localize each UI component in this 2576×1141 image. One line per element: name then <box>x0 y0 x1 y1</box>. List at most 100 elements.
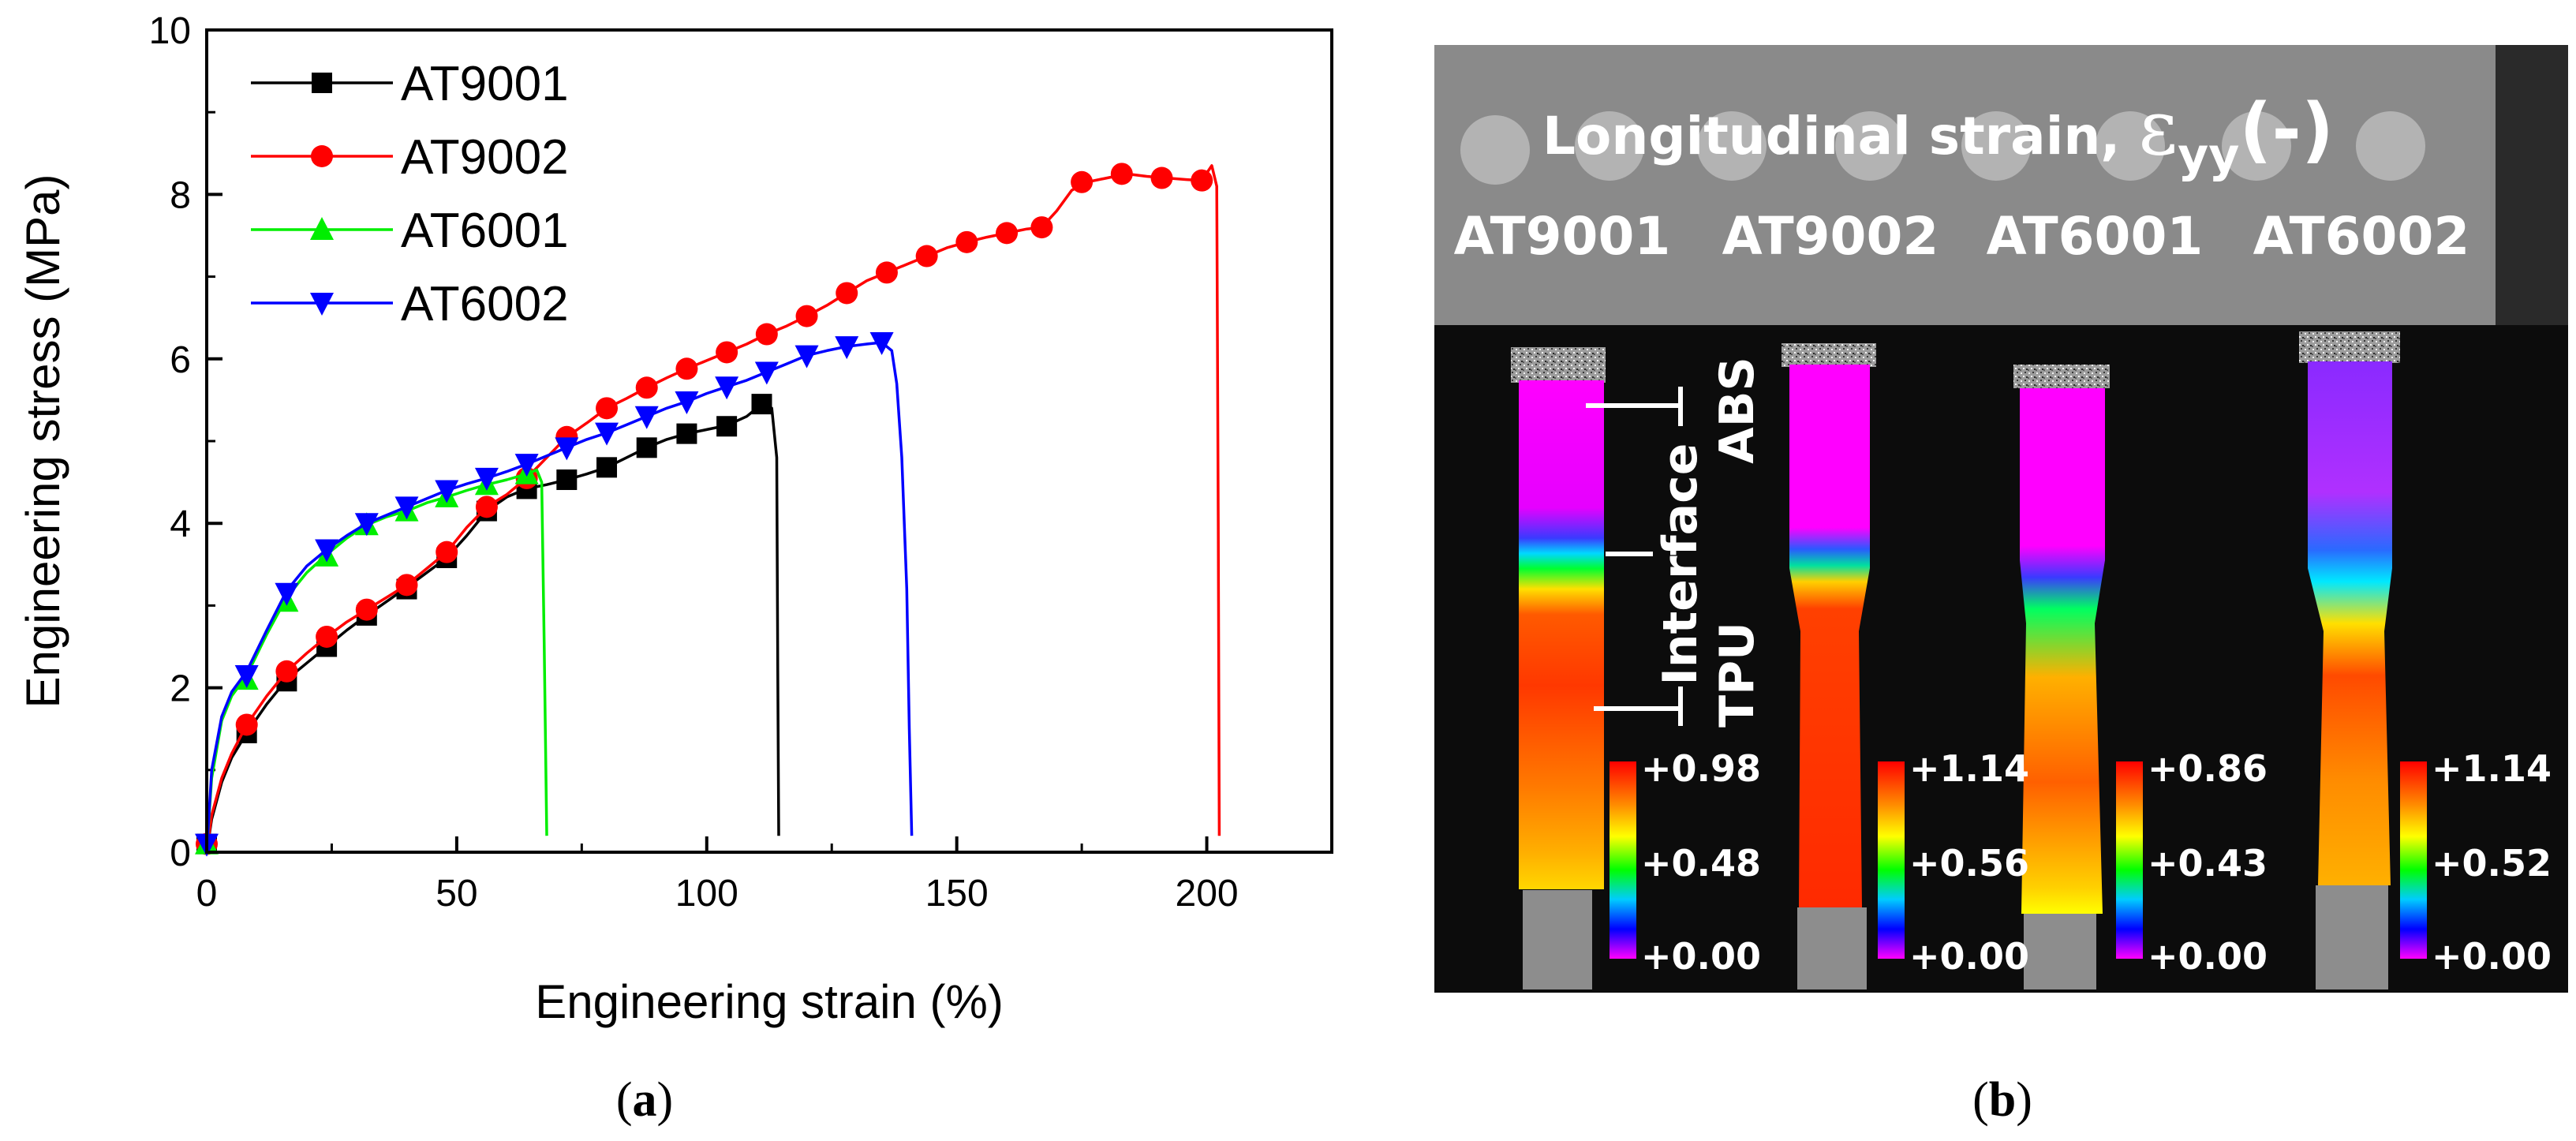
data-point-AT6002 <box>435 480 459 503</box>
data-point-AT6002 <box>315 539 339 563</box>
data-point-AT9001 <box>596 457 618 478</box>
region-label-TPU: TPU <box>1710 622 1765 728</box>
data-point-AT9002 <box>1150 166 1173 189</box>
series-line-AT6002 <box>205 341 914 853</box>
data-point-AT9002 <box>755 323 778 346</box>
colorbar-mid: +0.43 <box>2148 842 2268 885</box>
tick-labels: 0 50 100 150 200 0 2 4 6 8 10 <box>149 10 1239 915</box>
data-point-AT9001 <box>636 437 657 458</box>
panel-b-caption-open: ( <box>1972 1073 1989 1127</box>
data-point-AT6002 <box>234 664 259 688</box>
data-point-AT9002 <box>915 245 938 267</box>
y-tick-label: 6 <box>170 339 191 381</box>
data-point-AT9002 <box>716 341 738 364</box>
specimen-name: AT6001 <box>1987 206 2204 267</box>
y-tick-label: 2 <box>170 668 191 710</box>
data-point-AT9001 <box>676 423 697 444</box>
chart-legend: AT9001 AT9002 AT6001 AT6002 <box>251 57 569 331</box>
strain-map-title: Longitudinal strain, εyy(-) <box>1542 84 2334 183</box>
x-tick-label: 100 <box>675 873 738 915</box>
series-AT9002 <box>196 163 1221 855</box>
strain-field <box>1789 365 1870 907</box>
grip-top <box>1782 343 1876 367</box>
strain-map-figure: Longitudinal strain, εyy(-) AT9001 AT900… <box>1434 45 2568 993</box>
data-point-AT9002 <box>275 660 298 683</box>
stress-strain-chart: 0 50 100 150 200 0 2 4 6 8 10 Engineering strain (… <box>17 10 1333 1028</box>
data-point-AT9002 <box>355 598 378 621</box>
data-point-AT9002 <box>996 222 1019 245</box>
data-point-AT9002 <box>316 625 338 648</box>
data-point-AT6002 <box>869 331 894 355</box>
data-point-AT9001 <box>751 394 772 415</box>
series-layer <box>195 163 1221 857</box>
series-line-AT6001 <box>205 468 548 853</box>
panel-a-caption-letter: a <box>633 1073 657 1127</box>
data-point-AT6002 <box>835 336 859 360</box>
colorbar-max: +0.98 <box>1641 747 1761 790</box>
colorbar-max: +1.14 <box>1909 747 2029 790</box>
grip-top <box>2013 365 2110 388</box>
x-tick-label: 50 <box>436 873 477 915</box>
panel-a-caption-close: ) <box>657 1073 674 1127</box>
colorbar-gradient <box>1610 761 1636 959</box>
axis-ticks <box>205 28 1209 854</box>
data-point-AT9002 <box>1110 163 1133 185</box>
photo-top-band-right <box>2496 45 2568 325</box>
data-point-AT9001 <box>556 469 578 490</box>
grip-top <box>2299 331 2400 363</box>
colorbar-min: +0.00 <box>2432 935 2552 978</box>
y-tick-label: 0 <box>170 832 191 874</box>
data-point-AT6002 <box>354 513 379 537</box>
series-AT9001 <box>196 394 780 855</box>
data-point-AT9002 <box>795 305 818 327</box>
data-point-AT6002 <box>275 582 299 606</box>
x-tick-label: 0 <box>196 873 218 915</box>
legend-item-AT9002: AT9002 <box>251 130 569 185</box>
colorbar-AT6002: +1.14 +0.52 +0.00 <box>2400 747 2552 978</box>
legend-label: AT6001 <box>401 204 569 258</box>
colorbar-mid: +0.48 <box>1641 842 1761 885</box>
grip-top <box>1511 347 1606 383</box>
y-tick-label: 8 <box>170 174 191 216</box>
panel-b-caption: (b) <box>1972 1073 2032 1127</box>
plot-frame <box>205 28 1333 854</box>
colorbar-AT9002: +1.14 +0.56 +0.00 <box>1878 747 2029 978</box>
y-axis-label: Engineering stress (MPa) <box>17 174 69 709</box>
series-AT6002 <box>195 331 914 857</box>
colorbar-max: +1.14 <box>2432 747 2552 790</box>
data-point-AT6002 <box>675 391 699 414</box>
region-label-Interface: Interface <box>1653 443 1708 686</box>
specimen-AT6002: AT6002 <box>2253 206 2470 989</box>
grip-bottom <box>1797 907 1867 989</box>
data-point-AT9002 <box>436 541 458 563</box>
legend-item-AT6001: AT6001 <box>251 204 569 258</box>
specimen-name: AT9002 <box>1722 206 1939 267</box>
grip-bottom <box>2316 885 2388 989</box>
legend-label: AT9001 <box>401 57 569 111</box>
panel-b-caption-letter: b <box>1989 1073 2016 1127</box>
x-tick-label: 150 <box>925 873 989 915</box>
legend-marker <box>312 73 332 93</box>
data-point-AT9002 <box>836 282 858 305</box>
photo-top-band <box>1434 45 2496 325</box>
data-point-AT9002 <box>395 574 418 597</box>
specimen-name: AT9001 <box>1454 206 1671 267</box>
colorbar-min: +0.00 <box>2148 935 2268 978</box>
data-point-AT6002 <box>634 406 659 429</box>
data-point-AT6002 <box>394 496 419 520</box>
strain-field <box>2308 361 2392 885</box>
specimen-AT9002: AT9002 <box>1722 206 1939 989</box>
data-point-AT9002 <box>955 230 978 253</box>
strain-field <box>2020 388 2105 914</box>
data-point-AT9002 <box>635 376 658 399</box>
specimen-name: AT6002 <box>2253 206 2470 267</box>
data-point-AT9002 <box>1030 216 1053 239</box>
colorbar-gradient <box>2116 761 2143 959</box>
legend-label: AT6002 <box>401 277 569 331</box>
colorbar-mid: +0.56 <box>1909 842 2029 885</box>
data-point-AT6002 <box>474 467 499 491</box>
region-label-ABS: ABS <box>1710 357 1765 463</box>
data-point-AT9002 <box>1191 169 1213 192</box>
data-point-AT6002 <box>514 454 539 477</box>
colorbar-max: +0.86 <box>2148 747 2268 790</box>
